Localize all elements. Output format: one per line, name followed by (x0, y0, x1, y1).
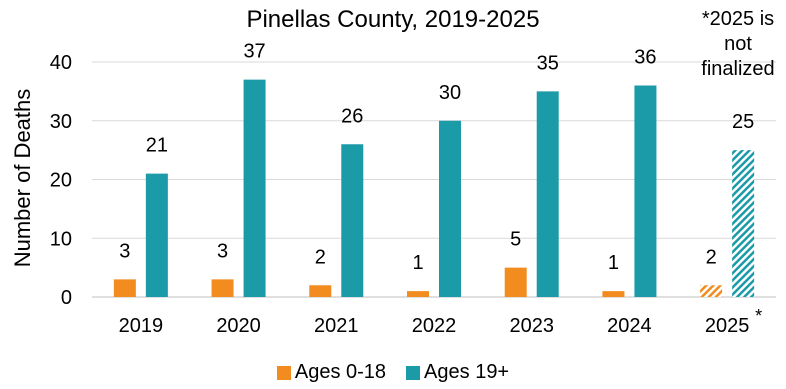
data-label-ages-19-plus-2024: 36 (634, 47, 656, 69)
data-label-ages-19-plus-2022: 30 (439, 82, 461, 104)
bar-ages-0-18-2021 (309, 285, 332, 297)
x-tick-label-2024: 2024 (607, 315, 652, 337)
bar-ages-19-plus-2019 (145, 173, 168, 297)
y-tick-label: 20 (50, 170, 72, 192)
data-label-ages-0-18-2019: 3 (119, 240, 130, 262)
data-label-ages-19-plus-2025: 25 (732, 111, 754, 133)
data-label-ages-0-18-2022: 1 (412, 252, 423, 274)
legend-item-ages-19-plus: Ages 19+ (406, 361, 509, 384)
legend-label-ages-0-18: Ages 0-18 (294, 361, 387, 383)
bar-ages-0-18-2025 (700, 285, 723, 297)
y-tick-label: 0 (61, 287, 72, 309)
data-label-ages-0-18-2021: 2 (315, 246, 326, 268)
x-tick-label-2025: 2025 (705, 315, 750, 337)
chart-note: *2025 is not finalized (701, 8, 775, 80)
data-label-ages-19-plus-2019: 21 (146, 135, 168, 157)
legend-label-ages-19-plus: Ages 19+ (424, 361, 510, 383)
data-label-ages-0-18-2025: 2 (706, 246, 717, 268)
bar-ages-0-18-2023 (504, 267, 527, 297)
bar-ages-0-18-2019 (113, 279, 136, 297)
legend-item-ages-0-18: Ages 0-18 (276, 361, 387, 384)
bar-ages-19-plus-2023 (536, 91, 559, 297)
bar-ages-0-18-2020 (211, 279, 234, 297)
bar-ages-19-plus-2024 (634, 85, 657, 297)
y-tick-label: 10 (50, 228, 72, 250)
x-tick-label-2023: 2023 (509, 315, 554, 337)
data-label-ages-0-18-2024: 1 (608, 252, 619, 274)
legend: Ages 0-18 Ages 19+ (0, 361, 786, 384)
bar-ages-0-18-2024 (602, 291, 625, 297)
data-label-ages-0-18-2020: 3 (217, 240, 228, 262)
x-tick-label-2020: 2020 (216, 315, 261, 337)
bar-ages-19-plus-2022 (439, 120, 461, 297)
x-tick-mark-2025: * (755, 306, 762, 326)
data-label-ages-19-plus-2023: 35 (537, 52, 559, 74)
data-label-ages-19-plus-2021: 26 (341, 105, 363, 127)
legend-swatch-ages-19-plus (406, 365, 421, 380)
x-tick-label-2019: 2019 (119, 315, 164, 337)
bar-ages-19-plus-2025 (732, 150, 755, 297)
x-tick-label-2022: 2022 (412, 315, 457, 337)
bar-ages-19-plus-2020 (243, 79, 266, 297)
y-tick-label: 30 (50, 111, 72, 133)
y-axis-label: Number of Deaths (10, 89, 35, 268)
data-label-ages-0-18-2023: 5 (510, 229, 521, 251)
data-label-ages-19-plus-2020: 37 (243, 41, 265, 63)
x-tick-label-2021: 2021 (314, 315, 359, 337)
bar-ages-0-18-2022 (407, 291, 429, 297)
legend-swatch-ages-0-18 (276, 365, 291, 380)
y-tick-label: 40 (50, 52, 72, 74)
chart-title: Pinellas County, 2019-2025 (246, 6, 539, 33)
bar-ages-19-plus-2021 (341, 144, 364, 297)
